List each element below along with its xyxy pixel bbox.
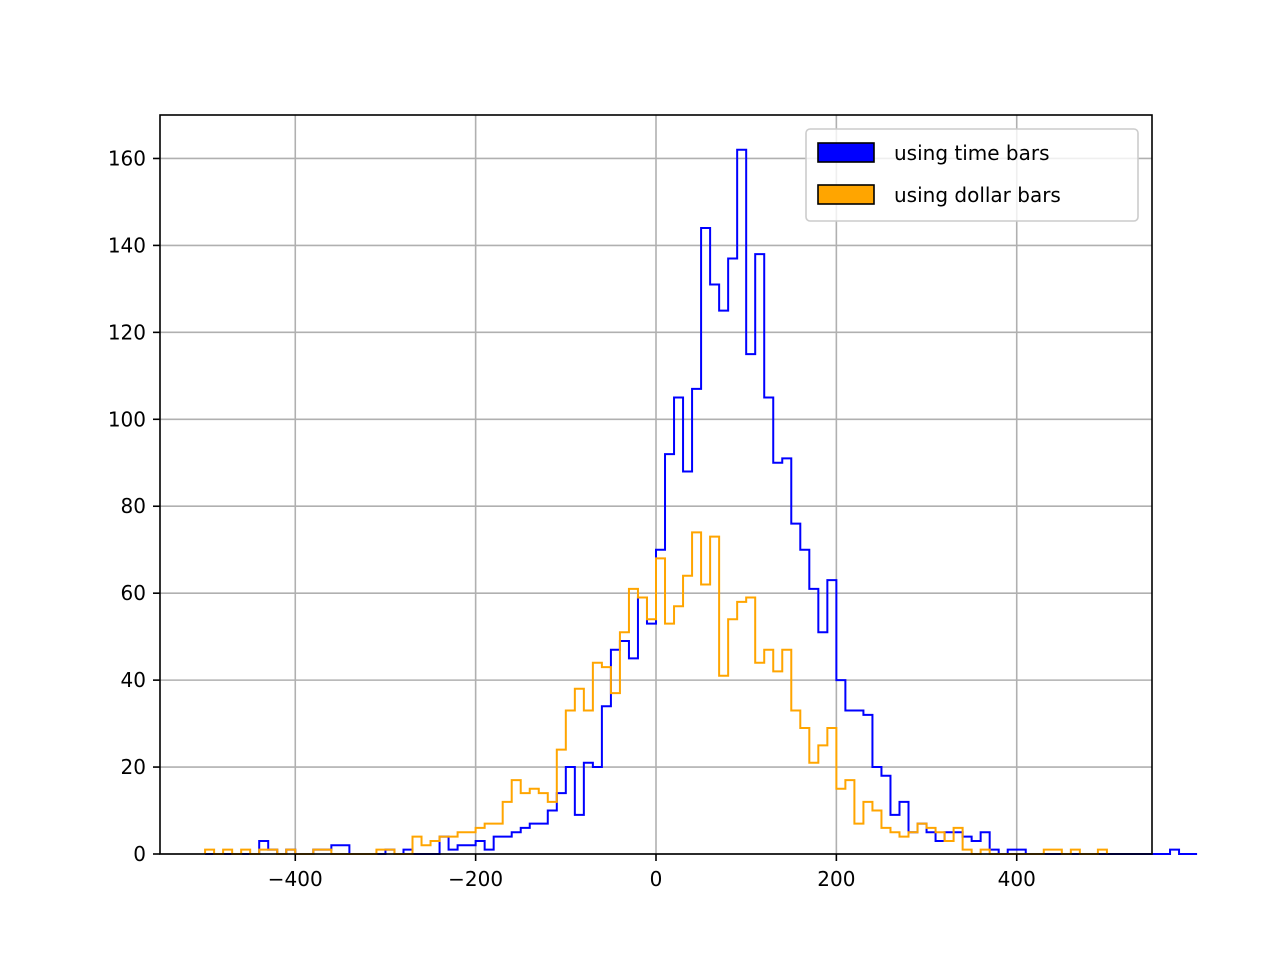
x-tick-label: 0 <box>650 867 663 891</box>
y-tick-label: 80 <box>121 494 146 518</box>
legend-swatch <box>817 142 875 163</box>
y-tick-label: 0 <box>133 842 146 866</box>
grid-lines <box>160 115 1152 855</box>
x-tick-label: 400 <box>998 867 1036 891</box>
legend-box <box>805 128 1139 222</box>
x-tick-label: −200 <box>448 867 503 891</box>
y-tick-label: 120 <box>108 320 146 344</box>
axis-ticks: −400 −200 0 200 400 0 20 40 60 80 100 120 140 160 <box>108 146 1036 891</box>
legend-label: using time bars <box>894 141 1050 165</box>
y-tick-label: 60 <box>121 581 146 605</box>
legend-swatch <box>817 184 875 205</box>
legend-label: using dollar bars <box>894 183 1061 207</box>
y-tick-label: 140 <box>108 233 146 257</box>
y-tick-label: 160 <box>108 146 146 170</box>
y-tick-label: 40 <box>121 668 146 692</box>
y-tick-label: 20 <box>121 755 146 779</box>
x-tick-label: 200 <box>817 867 855 891</box>
x-tick-label: −400 <box>268 867 323 891</box>
legend: using time bars using dollar bars <box>805 128 1139 222</box>
y-tick-label: 100 <box>108 407 146 431</box>
